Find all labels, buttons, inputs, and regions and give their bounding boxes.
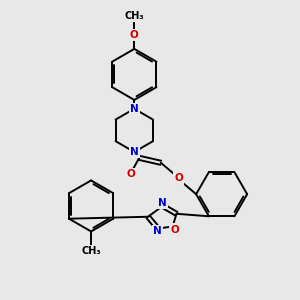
Text: O: O — [127, 169, 136, 178]
Text: O: O — [170, 224, 179, 235]
Text: CH₃: CH₃ — [124, 11, 144, 20]
Text: N: N — [130, 147, 139, 157]
Text: N: N — [130, 104, 139, 114]
Text: O: O — [130, 30, 139, 40]
Text: N: N — [154, 226, 162, 236]
Text: O: O — [174, 173, 183, 184]
Text: N: N — [158, 198, 167, 208]
Text: CH₃: CH₃ — [81, 246, 101, 256]
